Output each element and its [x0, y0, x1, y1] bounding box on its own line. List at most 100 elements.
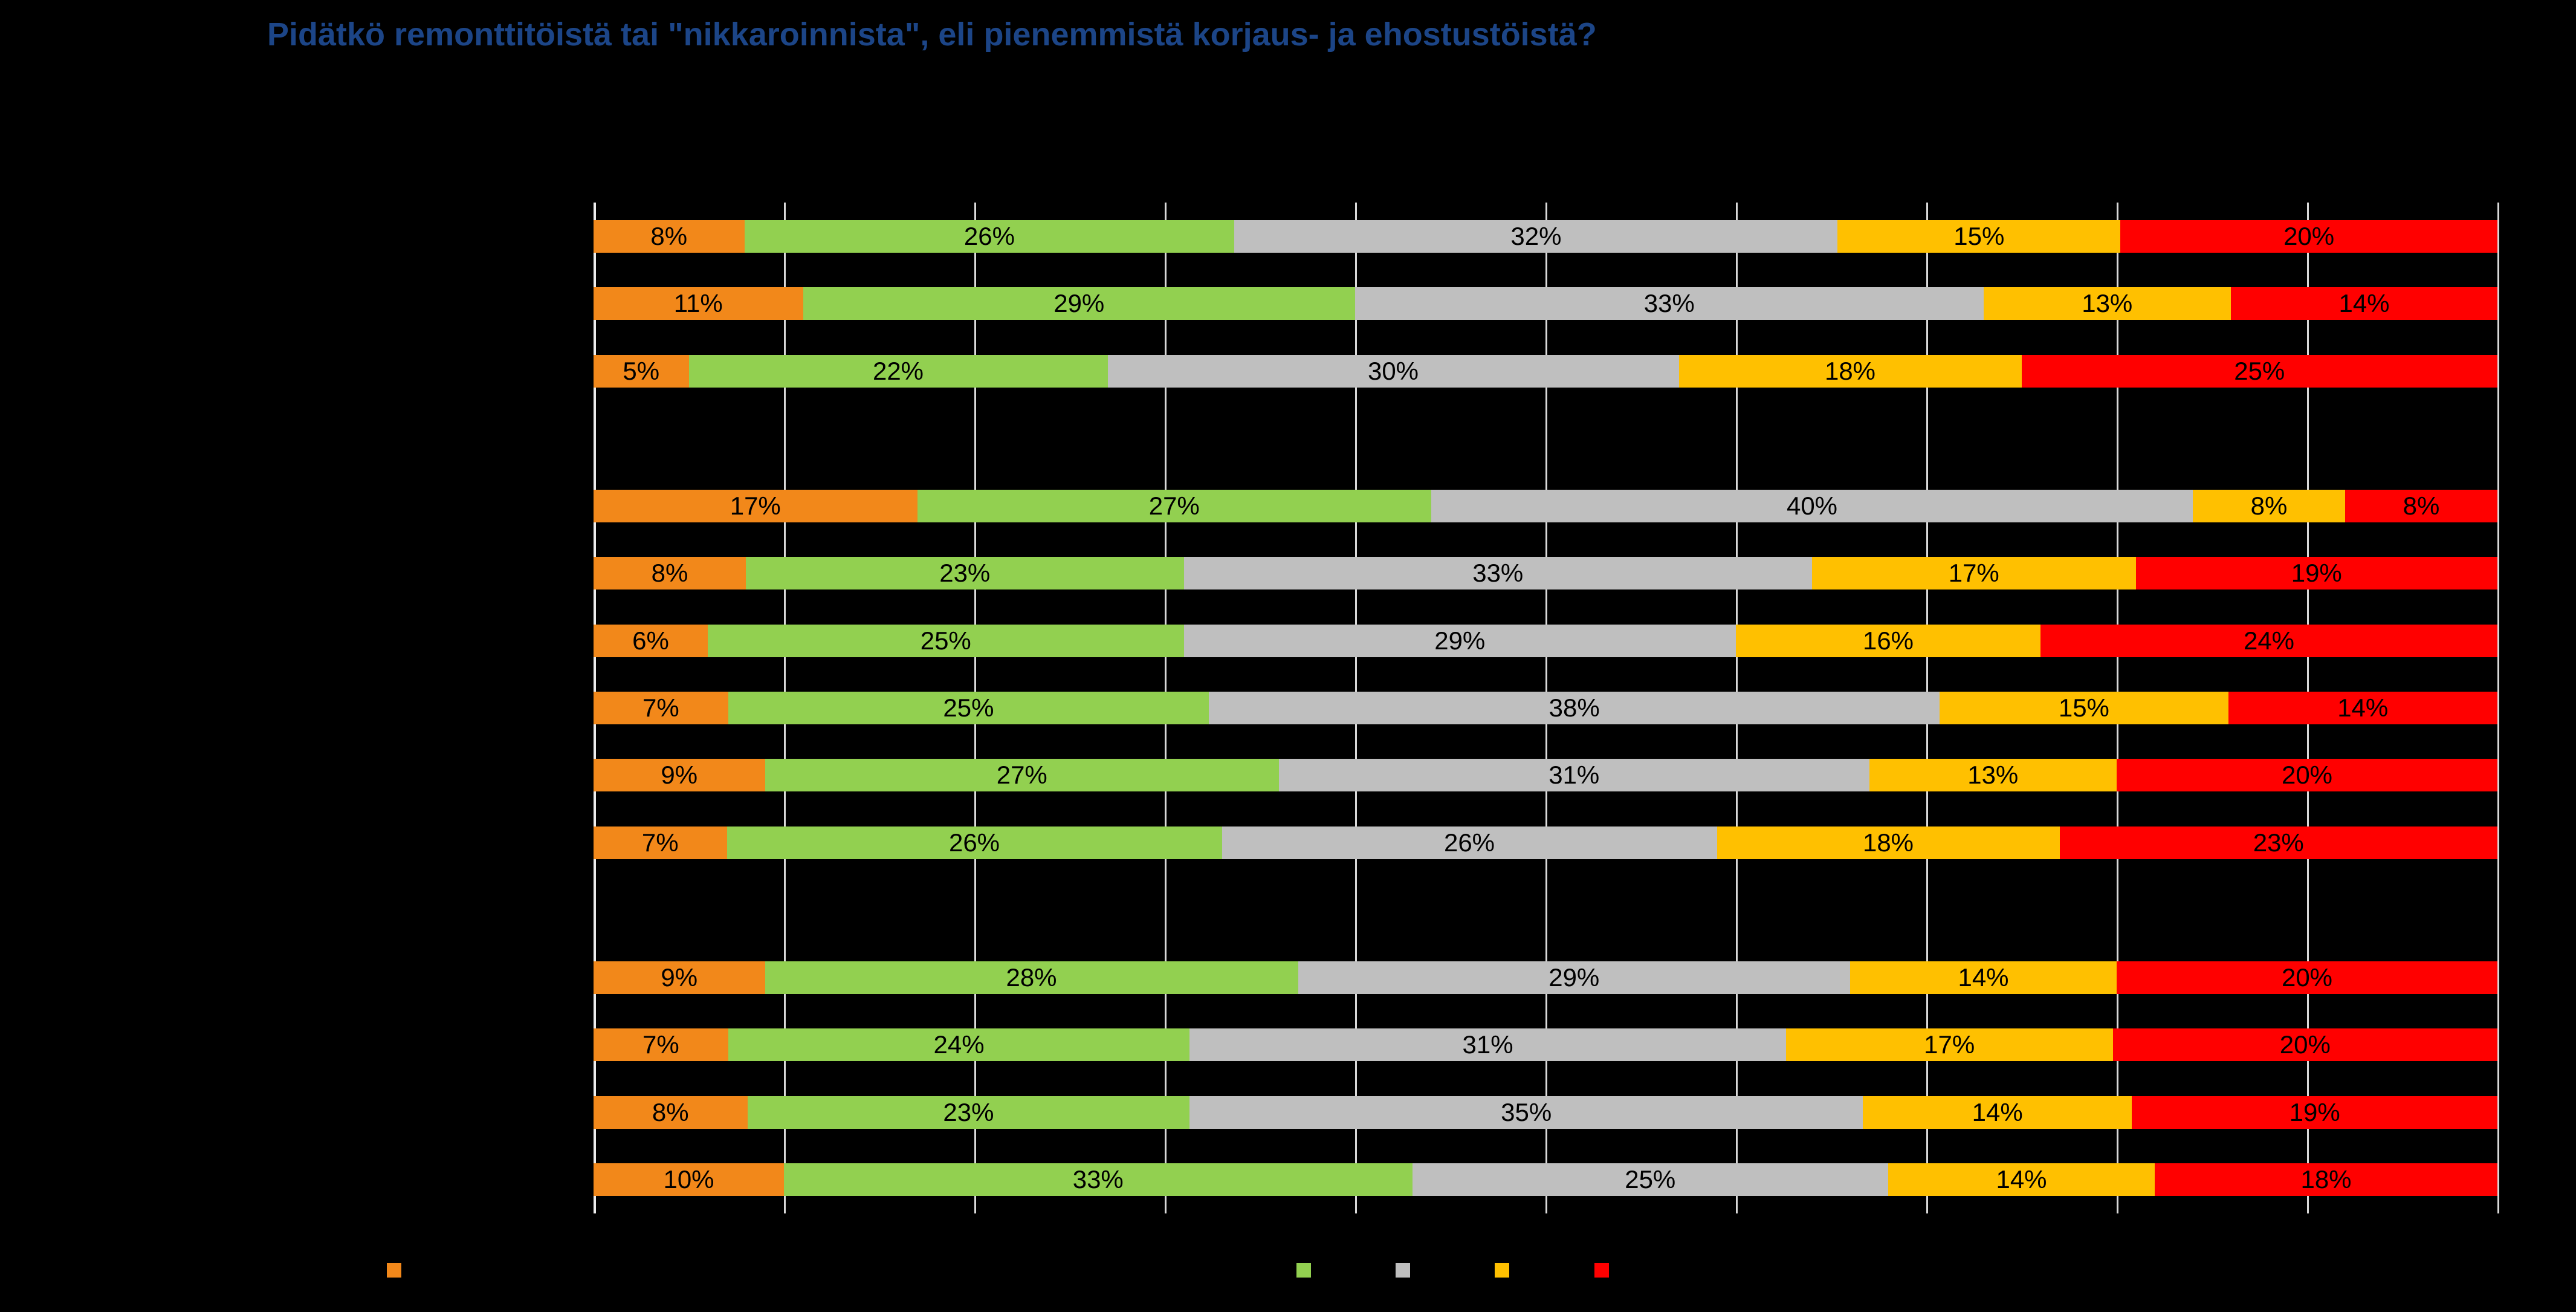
value-label: 25% [2234, 356, 2285, 385]
value-label: 8% [2403, 491, 2440, 520]
value-label: 26% [1443, 828, 1495, 857]
bar-segment-red: 20% [2117, 759, 2497, 792]
bar-segment-orange: 6% [594, 624, 708, 657]
value-label: 20% [2281, 963, 2333, 992]
value-label: 17% [1924, 1030, 1975, 1059]
value-label: 7% [642, 693, 679, 722]
bar-segment-red: 8% [2345, 489, 2497, 522]
value-label: 14% [2337, 693, 2389, 722]
value-label: 32% [1510, 221, 1562, 250]
bar-segment-green: 22% [688, 354, 1108, 388]
bar-row: 10% 33% 25% 14% 18% [594, 1163, 2497, 1197]
value-label: 11% [673, 289, 723, 318]
x-gridline [2497, 203, 2499, 1213]
value-label: 40% [1786, 491, 1838, 520]
value-label: 8% [652, 1097, 689, 1126]
bar-segment-gray: 30% [1107, 354, 1679, 388]
legend-marker-gray [1396, 1263, 1410, 1278]
value-label: 8% [2250, 491, 2288, 520]
value-label: 13% [1967, 761, 2019, 790]
bar-segment-gray: 33% [1355, 287, 1984, 320]
value-label: 14% [1996, 1165, 2047, 1194]
bar-row: 9% 27% 31% 13% 20% [594, 759, 2497, 792]
bar-segment-gray: 33% [1183, 557, 1812, 590]
bar-row: 17% 27% 40% 8% 8% [594, 489, 2497, 522]
legend-marker-yellow [1495, 1263, 1509, 1278]
bar-segment-orange: 8% [594, 219, 745, 253]
value-label: 6% [632, 626, 669, 655]
bar-segment-orange: 8% [594, 1096, 748, 1129]
value-label: 19% [2289, 1097, 2340, 1126]
chart-title: Pidätkö remonttitöistä tai "nikkaroinnis… [267, 16, 1597, 53]
bar-segment-green: 26% [744, 219, 1235, 253]
bar-segment-yellow: 17% [1812, 557, 2136, 590]
bar-segment-orange: 7% [594, 1028, 728, 1062]
plot-area: 8% 26% 32% 15% 20% 11% 29% 33% 13% 14% 5% 22% 30% 18%… [594, 203, 2499, 1213]
value-label: 9% [661, 761, 698, 790]
bar-segment-green: 27% [765, 759, 1279, 792]
value-label: 16% [1862, 626, 1914, 655]
bar-segment-yellow: 8% [2193, 489, 2345, 522]
value-label: 20% [2279, 1030, 2331, 1059]
legend-marker-red [1594, 1263, 1609, 1278]
value-label: 27% [996, 761, 1047, 790]
bar-row: 9% 28% 29% 14% 20% [594, 961, 2497, 994]
value-label: 23% [2253, 828, 2304, 857]
value-label: 33% [1472, 559, 1524, 588]
bar-segment-orange: 10% [594, 1163, 784, 1197]
value-label: 26% [948, 828, 1000, 857]
value-label: 15% [1953, 221, 2005, 250]
bar-segment-gray: 40% [1431, 489, 2193, 522]
bar-segment-orange: 9% [594, 759, 765, 792]
bar-row: 11% 29% 33% 13% 14% [594, 287, 2497, 320]
bar-segment-red: 20% [2120, 219, 2497, 253]
value-label: 29% [1434, 626, 1486, 655]
legend-marker-green [1296, 1263, 1311, 1278]
bar-segment-green: 33% [784, 1163, 1413, 1197]
value-label: 7% [641, 828, 679, 857]
bar-segment-green: 27% [917, 489, 1431, 522]
value-label: 23% [939, 559, 991, 588]
bar-segment-orange: 7% [594, 826, 727, 859]
value-label: 31% [1549, 761, 1600, 790]
bar-segment-yellow: 17% [1785, 1028, 2113, 1062]
value-label: 28% [1006, 963, 1057, 992]
value-label: 14% [1958, 963, 2009, 992]
value-label: 20% [2281, 761, 2333, 790]
value-label: 17% [1948, 559, 1999, 588]
value-label: 8% [651, 559, 688, 588]
bar-row: 8% 26% 32% 15% 20% [594, 219, 2497, 253]
bar-segment-green: 23% [747, 1096, 1190, 1129]
value-label: 25% [920, 626, 971, 655]
value-label: 18% [1862, 828, 1914, 857]
value-label: 31% [1462, 1030, 1513, 1059]
bar-segment-yellow: 14% [1888, 1163, 2155, 1197]
bar-segment-orange: 11% [594, 287, 803, 320]
bar-segment-yellow: 15% [1940, 692, 2228, 724]
bar-segment-gray: 32% [1234, 219, 1838, 253]
bar-segment-yellow: 14% [1862, 1096, 2132, 1129]
value-label: 14% [2338, 289, 2390, 318]
value-label: 25% [943, 693, 994, 722]
value-label: 10% [663, 1165, 714, 1194]
bar-segment-orange: 9% [594, 961, 765, 994]
bar-segment-red: 14% [2231, 287, 2497, 320]
bar-row: 5% 22% 30% 18% 25% [594, 354, 2497, 388]
value-label: 22% [872, 356, 924, 385]
bar-segment-yellow: 18% [1717, 826, 2060, 859]
bar-row: 8% 23% 35% 14% 19% [594, 1096, 2497, 1129]
value-label: 29% [1053, 289, 1105, 318]
bar-segment-red: 20% [2112, 1028, 2497, 1062]
bar-segment-gray: 25% [1412, 1163, 1888, 1197]
bar-segment-gray: 31% [1189, 1028, 1786, 1062]
bar-segment-yellow: 16% [1736, 624, 2040, 657]
bar-segment-gray: 29% [1183, 624, 1736, 657]
bar-segment-yellow: 14% [1850, 961, 2117, 994]
bar-segment-red: 20% [2117, 961, 2497, 994]
value-label: 13% [2082, 289, 2133, 318]
bar-segment-green: 28% [765, 961, 1298, 994]
bar-segment-yellow: 13% [1983, 287, 2231, 320]
value-label: 20% [2283, 221, 2335, 250]
bar-row: 6% 25% 29% 16% 24% [594, 624, 2497, 657]
